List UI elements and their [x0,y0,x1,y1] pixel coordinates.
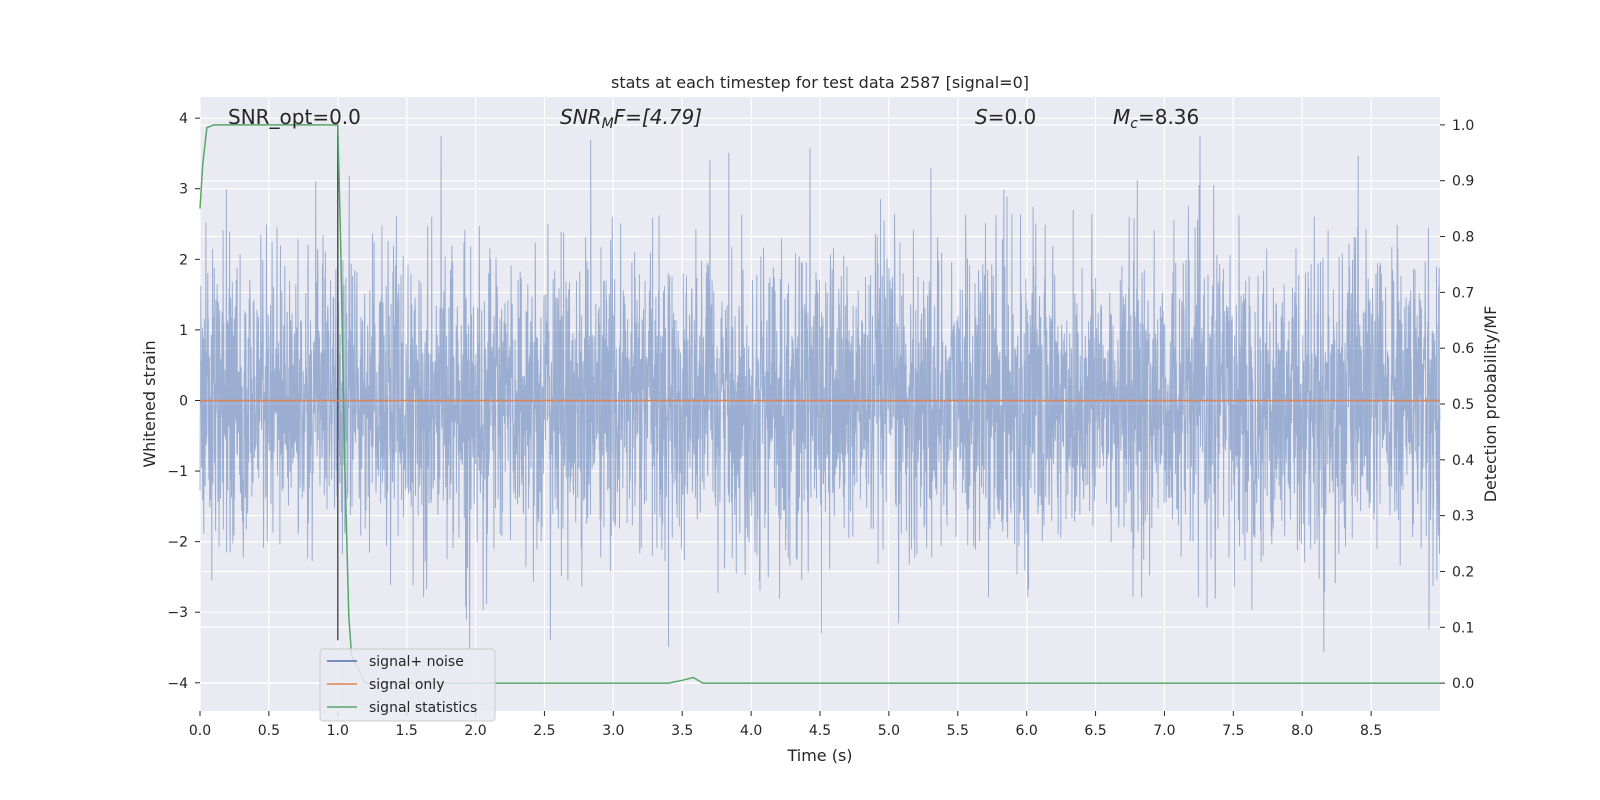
legend-label-signal-statistics: signal statistics [369,700,477,716]
annotation-snr-mf: SNRMF=[4.79] [560,105,702,132]
x-tick-label: 2.0 [464,723,486,739]
x-axis-label: Time (s) [786,746,852,765]
chart-title: stats at each timestep for test data 258… [611,73,1029,92]
y-tick-label: 0 [179,393,188,409]
snr-mf-base: SNR [560,105,602,129]
y2-tick-label: 0.2 [1452,564,1474,580]
x-tick-label: 7.0 [1153,723,1175,739]
s-var: S [975,105,988,129]
legend-box [319,648,496,722]
mc-sub: c [1130,116,1138,132]
snr-mf-sub: M [602,116,614,132]
x-tick-label: 3.0 [602,723,624,739]
y-axis-ticks: 4 3 2 1 0 −1 −2 −3 −4 [167,111,200,692]
x-tick-label: 8.0 [1291,723,1313,739]
y-tick-label: 4 [179,111,188,127]
y2-tick-label: 0.9 [1452,174,1474,190]
x-tick-label: 7.5 [1222,723,1244,739]
y2-tick-label: 0.5 [1452,397,1474,413]
x-tick-label: 2.5 [533,723,555,739]
mc-var: M [1113,105,1130,129]
y-tick-label: −1 [167,464,188,480]
annotation-s: S=0.0 [975,105,1036,129]
x-tick-label: 0.5 [258,723,280,739]
x-tick-label: 3.5 [671,723,693,739]
snr-mf-rest: F=[4.79] [614,105,702,129]
x-tick-label: 6.5 [1084,723,1106,739]
y2-axis-ticks: 1.0 0.9 0.8 0.7 0.6 0.5 0.4 0.3 0.2 0.1 0.0 [1440,118,1474,692]
y2-axis-label: Detection probability/MF [1481,306,1500,503]
y2-tick-label: 0.8 [1452,230,1474,246]
x-tick-label: 0.0 [189,723,211,739]
legend: signal+ noise signal only signal statist… [319,648,496,722]
series-signal-plus-noise [199,135,1441,653]
x-tick-label: 4.0 [740,723,762,739]
y2-tick-label: 0.0 [1452,676,1474,692]
y2-tick-label: 0.7 [1452,285,1474,301]
s-rest: =0.0 [988,105,1037,129]
x-axis-ticks: 0.0 0.5 1.0 1.5 2.0 2.5 3.0 3.5 4.0 4.5 5.0 5.5 6.0 6… [189,711,1382,739]
y-tick-label: 2 [179,252,188,268]
x-tick-label: 5.0 [878,723,900,739]
x-tick-label: 6.0 [1016,723,1038,739]
y-tick-label: −4 [167,676,188,692]
y2-tick-label: 0.4 [1452,453,1474,469]
y-tick-label: −3 [167,605,188,621]
x-tick-label: 8.5 [1360,723,1382,739]
y-tick-label: −2 [167,535,188,551]
y2-tick-label: 0.1 [1452,620,1474,636]
y-axis-label: Whitened strain [140,340,159,467]
x-tick-label: 5.5 [947,723,969,739]
y2-tick-label: 1.0 [1452,118,1474,134]
y2-tick-label: 0.3 [1452,509,1474,525]
legend-label-signal-plus-noise: signal+ noise [369,654,464,670]
mc-rest: =8.36 [1138,105,1199,129]
x-tick-label: 1.0 [327,723,349,739]
y2-tick-label: 0.6 [1452,341,1474,357]
x-tick-label: 1.5 [396,723,418,739]
annotation-mc: Mc=8.36 [1113,105,1199,132]
x-tick-label: 4.5 [809,723,831,739]
y-tick-label: 3 [179,182,188,198]
y-tick-label: 1 [179,323,188,339]
legend-label-signal-only: signal only [369,677,444,693]
annotation-snr-opt: SNR_opt=0.0 [228,105,361,129]
